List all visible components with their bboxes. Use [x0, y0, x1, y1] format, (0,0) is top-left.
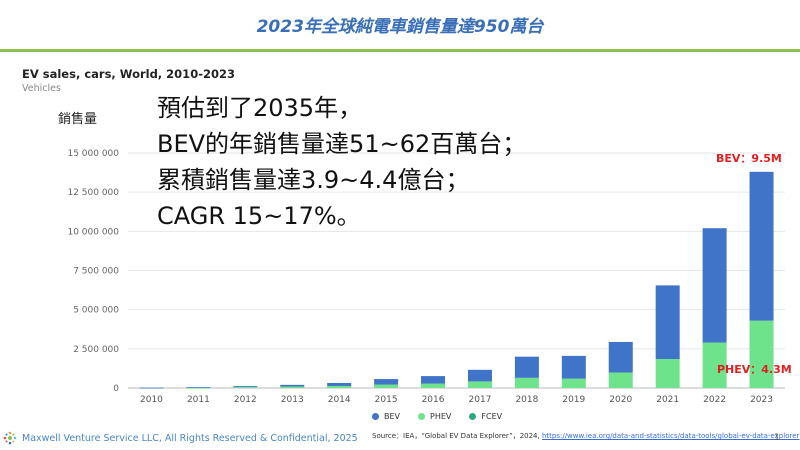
slide-title: 2023年全球純電車銷售量達950萬台 — [256, 17, 544, 37]
bar-bev-2015 — [374, 379, 399, 385]
source-link[interactable]: https://www.iea.org/data-and-statistics/… — [541, 432, 800, 440]
bar-bev-2011 — [186, 387, 211, 389]
legend-phev-label: PHEV — [430, 412, 452, 421]
bev-2023-annotation: BEV：9.5M — [716, 152, 782, 165]
y-tick-label: 10 000 000 — [67, 227, 119, 237]
bar-phev-2012 — [233, 387, 258, 388]
x-tick-label: 2019 — [562, 395, 585, 405]
chart-subtitle: Vehicles — [22, 83, 61, 94]
legend-item-phev[interactable]: PHEV — [418, 412, 451, 421]
callout-line-4: CAGR 15~17%。 — [157, 202, 361, 230]
bar-phev-2011 — [186, 387, 211, 389]
x-tick-label: 2021 — [656, 395, 679, 405]
x-tick-label: 2022 — [703, 395, 726, 405]
x-tick-label: 2010 — [140, 395, 163, 405]
source-note: Source：IEA，“Global EV Data Explorer”，202… — [372, 431, 799, 441]
bar-bev-2014 — [327, 382, 352, 386]
legend-fcev-swatch — [469, 413, 477, 420]
bar-phev-2023 — [749, 320, 774, 388]
x-tick-label: 2023 — [750, 395, 773, 405]
bar-phev-2018 — [514, 377, 539, 388]
source-prefix: Source：IEA，“Global EV Data Explorer”，202… — [372, 432, 542, 440]
company-logo-icon — [3, 431, 17, 445]
title-divider — [0, 49, 800, 52]
page-number: 1 — [774, 433, 780, 443]
bar-phev-2020 — [608, 372, 633, 388]
phev-2023-annotation: PHEV：4.3M — [717, 363, 792, 376]
chart-legend: BEV PHEV FCEV — [372, 412, 502, 421]
forecast-callout: 預估到了2035年， BEV的年銷售量達51~62百萬台； 累積銷售量達3.9~… — [157, 90, 526, 234]
y-tick-label: 0 — [113, 384, 119, 394]
chart-title: EV sales, cars, World, 2010-2023 — [22, 67, 235, 81]
callout-line-1: 預估到了2035年， — [157, 94, 363, 122]
bar-phev-2019 — [561, 378, 586, 388]
x-tick-label: 2014 — [328, 395, 351, 405]
legend-phev-swatch — [418, 413, 426, 420]
bar-phev-2022 — [702, 342, 727, 388]
bar-bev-2012 — [233, 386, 258, 388]
bar-bev-2022 — [702, 228, 727, 343]
bar-bev-2020 — [608, 341, 633, 373]
x-tick-label: 2012 — [234, 395, 257, 405]
y-tick-label: 5 000 000 — [73, 306, 119, 316]
bar-bev-2021 — [655, 285, 680, 360]
y-tick-label: 2 500 000 — [73, 345, 119, 355]
y-tick-label: 12 500 000 — [67, 188, 119, 198]
legend-bev-swatch — [372, 413, 379, 420]
x-tick-label: 2013 — [281, 395, 304, 405]
y-tick-label: 15 000 000 — [67, 149, 119, 159]
legend-bev-label: BEV — [384, 412, 401, 421]
bar-phev-2013 — [280, 386, 305, 388]
legend-fcev-label: FCEV — [481, 412, 503, 421]
bar-phev-2017 — [467, 381, 492, 388]
bar-bev-2010 — [139, 387, 164, 389]
bar-bev-2023 — [749, 171, 774, 321]
footer-copyright: Maxwell Venture Service LLC, All Rights … — [22, 433, 358, 444]
x-tick-label: 2015 — [375, 395, 398, 405]
callout-line-3: 累積銷售量達3.9~4.4億台； — [157, 166, 470, 194]
y-tick-label: 7 500 000 — [73, 267, 119, 277]
y-axis-label: 銷售量 — [58, 112, 98, 127]
bar-phev-2015 — [374, 384, 399, 388]
bar-bev-2017 — [467, 369, 492, 382]
bar-bev-2019 — [561, 355, 586, 379]
bar-bev-2013 — [280, 384, 305, 387]
x-tick-label: 2017 — [469, 395, 492, 405]
callout-line-2: BEV的年銷售量達51~62百萬台； — [157, 130, 527, 158]
x-tick-label: 2011 — [187, 395, 210, 405]
x-tick-label: 2018 — [515, 395, 538, 405]
bar-bev-2016 — [421, 376, 446, 384]
bar-phev-2014 — [327, 385, 352, 388]
bar-phev-2021 — [655, 359, 680, 388]
legend-item-bev[interactable]: BEV — [372, 412, 400, 421]
legend-item-fcev[interactable]: FCEV — [469, 412, 502, 421]
x-tick-label: 2020 — [609, 395, 632, 405]
x-tick-label: 2016 — [422, 395, 445, 405]
bar-phev-2016 — [421, 383, 446, 388]
bar-bev-2018 — [514, 356, 539, 378]
